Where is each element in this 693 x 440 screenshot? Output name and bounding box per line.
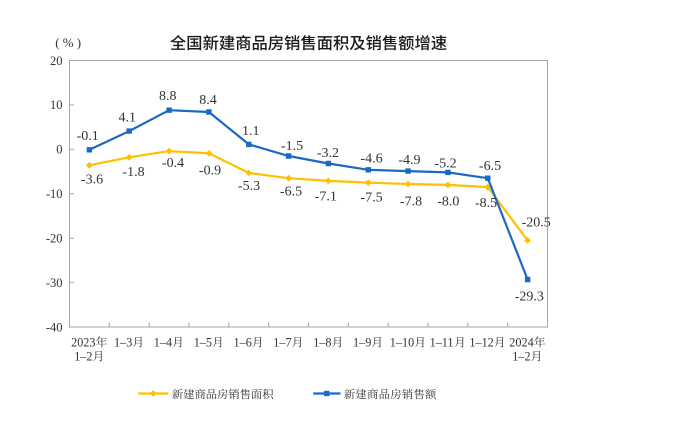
svg-text:0: 0 [56,143,62,157]
svg-text:-10: -10 [46,187,63,201]
svg-text:1–2: 1–2 [512,350,530,364]
svg-text:-7.5: -7.5 [360,191,382,206]
svg-text:8.4: 8.4 [199,93,217,108]
svg-text:-8.0: -8.0 [437,195,459,210]
svg-text:1–6: 1–6 [234,336,252,350]
svg-text:-29.3: -29.3 [515,289,544,304]
svg-text:1–9: 1–9 [353,336,371,350]
svg-text:-5.2: -5.2 [434,157,456,172]
svg-text:1.1: 1.1 [242,124,260,139]
svg-text:1–4: 1–4 [154,336,172,350]
svg-text:-3.6: -3.6 [81,172,103,187]
svg-text:10: 10 [50,98,63,112]
svg-text:-4.6: -4.6 [360,151,382,166]
svg-text:4.1: 4.1 [119,111,137,126]
svg-text:1–7: 1–7 [273,336,291,350]
svg-text:-20.5: -20.5 [522,216,551,231]
svg-text:1–11: 1–11 [430,336,454,350]
svg-text:-40: -40 [46,320,63,334]
svg-text:-5.3: -5.3 [238,179,260,194]
svg-text:-8.5: -8.5 [475,196,497,211]
svg-text:2023: 2023 [71,336,95,350]
svg-text:-7.1: -7.1 [315,189,337,204]
svg-text:1–5: 1–5 [194,336,212,350]
svg-text:-6.5: -6.5 [280,185,302,200]
svg-text:-7.8: -7.8 [400,195,422,210]
svg-text:-1.5: -1.5 [281,139,303,154]
svg-text:-1.8: -1.8 [122,165,144,180]
svg-text:1–2: 1–2 [74,350,92,364]
svg-text:-4.9: -4.9 [398,153,420,168]
svg-text:1–12: 1–12 [469,336,493,350]
svg-text:20: 20 [50,54,63,68]
svg-text:-0.9: -0.9 [199,164,221,179]
svg-text:-20: -20 [46,232,63,246]
svg-text:(%): (%) [55,35,84,50]
svg-text:-6.5: -6.5 [479,159,501,174]
svg-text:1–10: 1–10 [390,336,414,350]
svg-text:-3.2: -3.2 [317,146,339,161]
svg-text:1–8: 1–8 [313,336,331,350]
svg-text:2024: 2024 [509,336,533,350]
svg-text:-30: -30 [46,276,63,290]
svg-text:1–3: 1–3 [114,336,132,350]
svg-text:-0.4: -0.4 [162,156,184,171]
svg-text:-0.1: -0.1 [77,129,99,144]
svg-text:8.8: 8.8 [159,89,177,104]
